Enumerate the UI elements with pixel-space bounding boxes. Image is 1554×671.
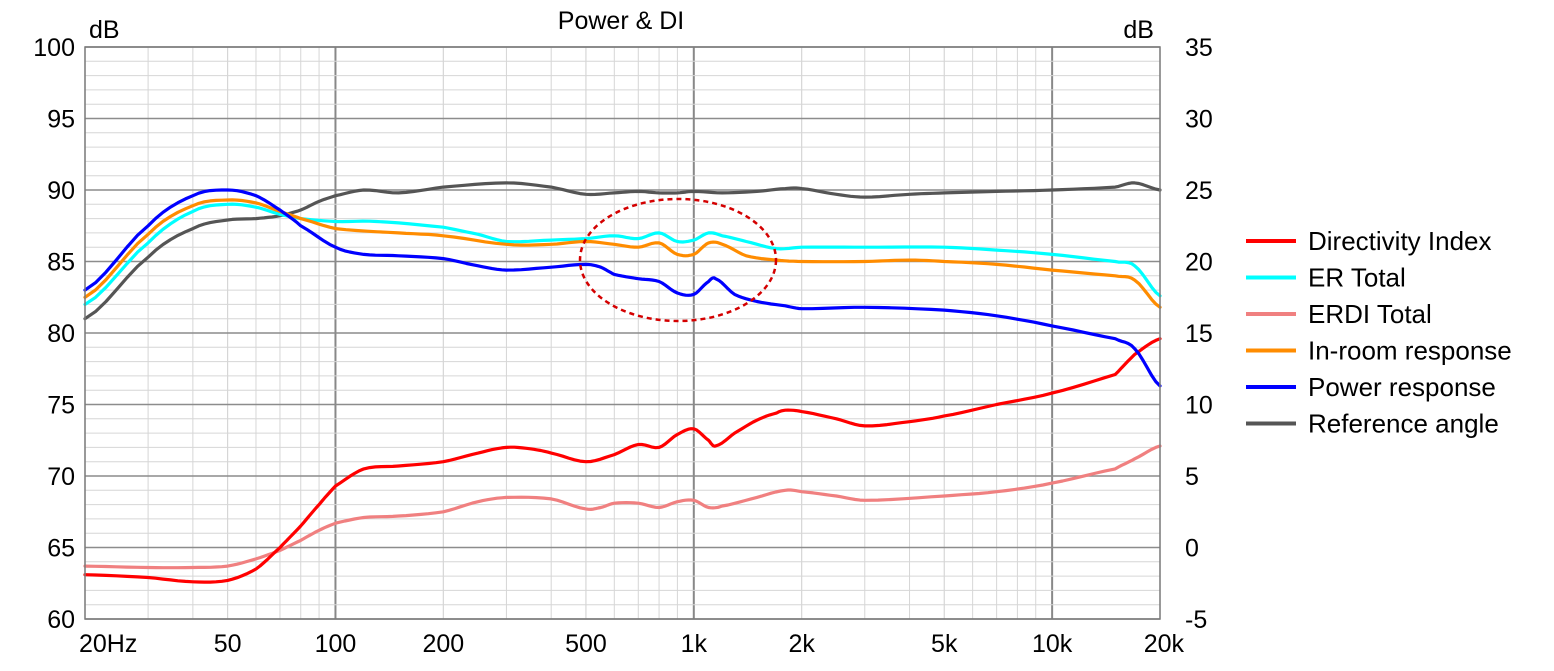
y-left-tick-label: 75 (47, 392, 75, 420)
x-tick-label: 50 (214, 630, 242, 658)
series-lines (83, 181, 1162, 584)
x-tick-label: 2k (788, 630, 815, 658)
y-right-tick-label: -5 (1185, 606, 1207, 634)
y-right-tick-label: 30 (1185, 106, 1213, 134)
legend: Directivity Index ER Total ERDI Total In-ro… (1246, 226, 1512, 439)
legend-label: In-room response (1308, 336, 1512, 366)
x-tick-label: 100 (315, 630, 357, 658)
y-right-tick-label: 25 (1185, 177, 1213, 205)
legend-label: Power response (1308, 372, 1496, 402)
legend-label: ER Total (1308, 263, 1406, 293)
series-line-directivity-index (83, 337, 1162, 584)
y-left-tick-label: 80 (47, 320, 75, 348)
series-line-erdi-total (83, 444, 1162, 570)
y-right-tick-label: 15 (1185, 320, 1213, 348)
plot-frame (84, 46, 1161, 620)
x-tick-label: 1k (681, 630, 708, 658)
tick-labels: 20Hz 50 100 200 500 1k 2k 5k 10k 20k6065707580859… (33, 34, 1213, 658)
y-left-tick-label: 95 (47, 106, 75, 134)
x-tick-label: 20k (1144, 630, 1185, 658)
series-line-er-total (83, 202, 1162, 306)
y-left-tick-label: 60 (47, 606, 75, 634)
legend-label: Directivity Index (1308, 226, 1492, 256)
x-tick-label: 10k (1032, 630, 1073, 658)
y-right-tick-label: 20 (1185, 249, 1213, 277)
x-tick-label: 20Hz (79, 630, 137, 658)
series-line-in-room-response (83, 198, 1162, 309)
legend-label: Reference angle (1308, 409, 1499, 439)
y-right-tick-label: 5 (1185, 463, 1199, 491)
y-left-tick-label: 85 (47, 249, 75, 277)
x-tick-label: 200 (422, 630, 464, 658)
highlight-ellipse (578, 197, 778, 323)
grid (84, 46, 1161, 620)
left-axis-unit: dB (89, 16, 120, 44)
right-axis-unit: dB (1123, 16, 1154, 44)
x-tick-label: 5k (931, 630, 958, 658)
y-left-tick-label: 65 (47, 535, 75, 563)
chart-title: Power & DI (558, 7, 684, 35)
legend-label: ERDI Total (1308, 299, 1432, 329)
y-right-tick-label: 35 (1185, 34, 1213, 62)
series-line-power-response (83, 188, 1162, 388)
x-tick-label: 500 (565, 630, 607, 658)
y-left-tick-label: 70 (47, 463, 75, 491)
y-left-tick-label: 90 (47, 177, 75, 205)
y-left-tick-label: 100 (33, 34, 75, 62)
y-right-tick-label: 10 (1185, 392, 1213, 420)
y-right-tick-label: 0 (1185, 535, 1199, 563)
